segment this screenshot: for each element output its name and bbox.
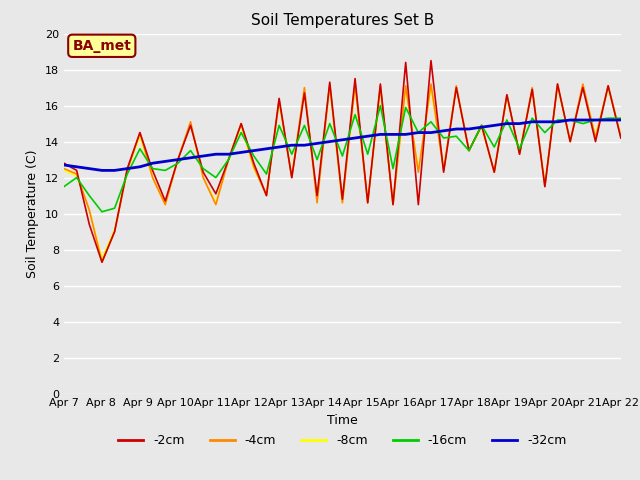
Text: BA_met: BA_met xyxy=(72,39,131,53)
Legend: -2cm, -4cm, -8cm, -16cm, -32cm: -2cm, -4cm, -8cm, -16cm, -32cm xyxy=(113,429,572,452)
Y-axis label: Soil Temperature (C): Soil Temperature (C) xyxy=(26,149,40,278)
X-axis label: Time: Time xyxy=(327,414,358,427)
Title: Soil Temperatures Set B: Soil Temperatures Set B xyxy=(251,13,434,28)
